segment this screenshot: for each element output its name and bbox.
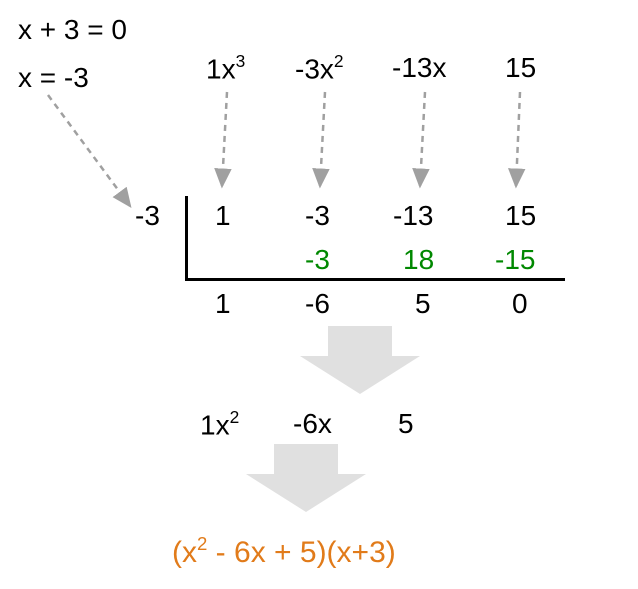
result-1: -6: [305, 288, 330, 320]
final-factored: (x2 - 6x + 5)(x+3): [172, 534, 396, 570]
result-0: 1: [215, 288, 231, 320]
mult-1: -3: [305, 244, 330, 276]
mult-2: 18: [403, 244, 434, 276]
big-arrow-1: [300, 326, 420, 394]
divisor: -3: [135, 200, 160, 232]
final-open: (x: [172, 536, 197, 569]
big-arrow-2: [246, 444, 366, 512]
quot-1: -6x: [293, 408, 332, 440]
coeff-2: -13: [393, 200, 433, 232]
final-mid: - 6x + 5)(x+3): [207, 536, 395, 569]
coeff-0: 1: [215, 200, 231, 232]
quot-0-coef: 1x: [200, 409, 230, 440]
result-3: 0: [512, 288, 528, 320]
quot-0: 1x2: [200, 408, 239, 441]
mult-3: -15: [495, 244, 535, 276]
final-exp: 2: [197, 533, 207, 554]
quot-0-exp: 2: [230, 407, 240, 427]
coeff-3: 15: [505, 200, 536, 232]
coeff-1: -3: [305, 200, 330, 232]
quot-2: 5: [398, 408, 414, 440]
result-2: 5: [415, 288, 431, 320]
